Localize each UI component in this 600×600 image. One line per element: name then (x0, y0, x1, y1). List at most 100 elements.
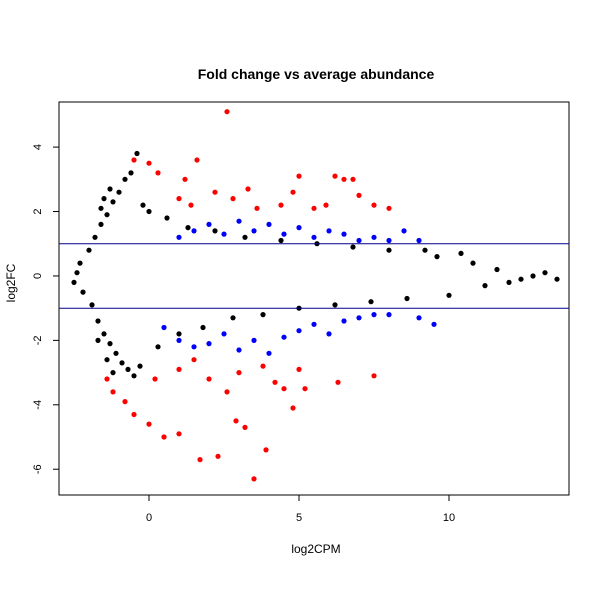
data-point (434, 254, 440, 260)
data-point (131, 157, 137, 163)
y-axis-label: log2FC (4, 263, 18, 302)
data-point (386, 205, 392, 211)
data-point (194, 157, 200, 163)
data-point (161, 434, 167, 440)
data-point (176, 234, 182, 240)
data-point (350, 244, 356, 250)
data-point (341, 318, 347, 324)
data-point (311, 205, 317, 211)
data-point (146, 208, 152, 215)
data-point (530, 273, 536, 279)
data-point (416, 315, 422, 321)
data-point (404, 295, 410, 302)
data-point (176, 331, 182, 337)
data-point (482, 283, 488, 289)
data-point (104, 212, 110, 218)
data-point (296, 366, 302, 372)
data-point (101, 331, 107, 337)
data-point (350, 176, 356, 182)
data-point (278, 202, 284, 208)
data-point (470, 260, 476, 266)
data-point (290, 189, 296, 195)
data-point (335, 379, 341, 385)
data-point (446, 292, 452, 298)
data-point (155, 170, 161, 176)
data-point (296, 328, 302, 334)
data-point (290, 405, 296, 411)
data-point (176, 337, 182, 343)
data-point (386, 237, 392, 244)
data-point (371, 373, 377, 379)
data-point (311, 234, 317, 240)
chart-title: Fold change vs average abundance (198, 66, 435, 82)
y-tick-label: 0 (32, 273, 44, 279)
data-point (416, 237, 422, 244)
data-point (260, 363, 266, 369)
data-point (215, 453, 221, 459)
data-point (323, 202, 329, 208)
data-point (233, 418, 239, 424)
data-point (296, 225, 302, 231)
data-point (242, 424, 248, 430)
data-point (326, 228, 332, 234)
data-point (260, 312, 266, 318)
y-tick-label: 4 (32, 144, 44, 150)
y-tick-label: 2 (32, 208, 44, 214)
data-point (431, 321, 437, 327)
data-point (332, 302, 338, 308)
data-point (236, 370, 242, 376)
data-point (122, 176, 128, 182)
data-point (176, 196, 182, 202)
data-point (164, 215, 170, 221)
x-tick-label: 0 (146, 512, 152, 524)
data-point (95, 318, 101, 324)
data-point (128, 170, 134, 176)
data-point (242, 234, 248, 240)
data-point (554, 276, 560, 282)
data-point (371, 234, 377, 240)
data-point (152, 376, 158, 382)
data-point (356, 315, 362, 321)
data-point (494, 266, 500, 273)
data-point (125, 366, 131, 372)
data-point (458, 250, 464, 256)
data-point (137, 363, 143, 369)
data-point (230, 196, 236, 202)
data-point (212, 189, 218, 195)
points-layer (71, 109, 560, 482)
data-point (281, 231, 287, 237)
data-point (80, 289, 86, 295)
data-point (107, 341, 113, 347)
data-point (188, 202, 194, 208)
data-point (206, 341, 212, 347)
data-point (401, 228, 407, 234)
data-point (236, 347, 242, 353)
data-point (224, 389, 230, 395)
data-point (104, 357, 110, 363)
data-point (230, 315, 236, 321)
data-point (116, 189, 122, 195)
data-point (506, 279, 512, 285)
data-point (311, 321, 317, 327)
x-tick-label: 5 (296, 512, 302, 524)
data-point (332, 173, 338, 179)
data-point (146, 160, 152, 166)
y-tick-label: -6 (32, 464, 44, 474)
data-point (77, 260, 83, 266)
data-point (146, 421, 152, 427)
data-point (92, 234, 98, 240)
data-point (281, 386, 287, 392)
data-point (200, 324, 206, 331)
data-point (86, 247, 92, 253)
data-point (140, 202, 146, 208)
data-point (101, 196, 107, 202)
data-point (254, 205, 260, 211)
data-point (518, 276, 524, 282)
data-point (281, 334, 287, 340)
y-tick-label: -2 (32, 335, 44, 345)
threshold-lines (59, 243, 569, 309)
data-point (134, 150, 140, 157)
data-point (251, 337, 257, 343)
data-point (371, 312, 377, 318)
